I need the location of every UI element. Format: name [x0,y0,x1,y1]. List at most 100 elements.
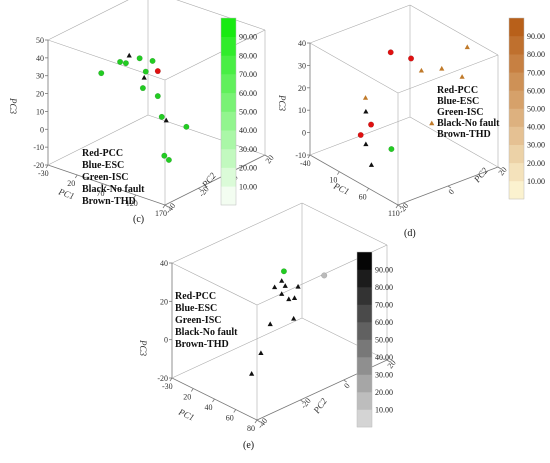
colorbar-tick-label: 10.00 [239,182,257,191]
panel-label: (e) [243,440,254,451]
data-point [408,55,415,62]
colorbar-tick-label: 40.00 [375,353,393,362]
y-axis-line [164,154,266,206]
colorbar-tick-label: 30.00 [375,371,393,380]
x-tick-label: -30 [38,169,49,178]
colorbar-tick-label: 20.00 [375,388,393,397]
x-tick-label: 170 [155,209,167,218]
colorbar-tick-label: 30.00 [527,141,545,150]
colorbar-tick-label: 70.00 [375,301,393,310]
colorbar-band [357,409,372,428]
box-edge [309,42,399,94]
x-axis-label: PC1 [56,186,75,201]
colorbar-tick-label: 30.00 [239,145,257,154]
data-point [388,146,395,153]
data-point [158,113,165,120]
x-tick-mark [366,188,369,192]
z-tick-label: 0 [302,129,306,138]
x-tick-mark [133,194,137,199]
colorbar-band [357,287,372,305]
colorbar-tick-label: 10.00 [527,177,545,186]
colorbar-tick-label: 50.00 [239,108,257,117]
colorbar-tick-label: 80.00 [375,283,393,292]
data-point [136,55,143,62]
y-tick-mark [256,419,261,423]
legend-entry: Black-No fault [175,327,238,338]
data-point-triangle [363,141,369,147]
data-point-triangle [418,67,425,73]
legend-entry: Red-PCC [175,291,216,302]
colorbar-band [509,162,524,182]
data-point [117,58,124,65]
z-tick-label: 10 [298,106,306,115]
data-point-triangle [295,283,301,289]
data-point [149,57,156,64]
colorbar-band [357,357,372,375]
legend-entry: Black-No fault [437,118,500,129]
x-tick-label: 60 [359,192,367,201]
colorbar-band [509,108,524,127]
x-tick-mark [162,204,166,209]
colorbar-tick-label: 80.00 [239,51,257,60]
colorbar-tick-label: 40.00 [239,126,257,135]
y-tick-mark [198,188,202,191]
colorbar-tick-label: 10.00 [375,406,393,415]
colorbar-band [221,186,236,206]
data-point [98,70,105,77]
data-point [183,123,190,130]
x-tick-label: -40 [300,159,311,168]
z-tick-label: 20 [160,297,168,306]
data-point-triangle [249,371,255,376]
x-tick-label: 40 [205,403,213,412]
z-axis-label: PC3 [277,94,287,112]
box-edge [47,114,149,166]
x-tick-label: 20 [183,393,191,402]
colorbar-tick-label: 20.00 [239,164,257,173]
data-point-triangle [291,315,297,321]
y-tick-mark [343,379,347,383]
box-edge [164,29,266,81]
legend-entry: Green-ISC [82,172,128,183]
x-tick-mark [254,419,258,424]
data-point-triangle [368,162,375,167]
z-tick-label: -10 [295,151,306,160]
colorbar-band [357,252,372,270]
data-point [321,272,328,279]
colorbar-frame [508,17,525,200]
colorbar-band [357,392,372,410]
legend-entry: Brown-THD [437,129,491,140]
z-tick-label: 20 [36,90,44,99]
z-axis-label: PC3 [8,97,18,115]
x-tick-mark [233,409,237,413]
colorbar-tick-label: 90.00 [375,266,393,275]
y-tick-mark [164,204,169,208]
x-tick-mark [337,171,340,175]
data-point-triangle [464,44,470,50]
colorbar-band [509,18,524,37]
colorbar-tick-label: 60.00 [239,89,257,98]
y-tick-mark [300,399,304,403]
colorbar-band [221,148,236,168]
data-point [154,93,161,100]
data-point-triangle [439,65,445,71]
data-point-triangle [362,95,369,100]
data-point-triangle [126,52,132,58]
data-point-triangle [459,74,465,79]
data-point-triangle [363,108,369,114]
x-tick-label: 20 [67,179,75,188]
panel-label: (c) [133,214,144,225]
panel-label: (d) [404,228,416,239]
data-point-triangle [282,283,288,288]
colorbar-tick-label: 70.00 [239,70,257,79]
box-edge [171,202,303,264]
colorbar-tick-label: 80.00 [527,50,545,59]
y-tick-label: -40 [256,416,270,430]
y-tick-mark [497,166,502,170]
colorbar-band [221,55,236,75]
data-point-triangle [258,350,264,356]
colorbar-tick-label: 60.00 [527,86,545,95]
x-tick-mark [169,377,173,382]
z-tick-label: 20 [298,84,306,93]
legend-entry: Red-PCC [437,85,478,96]
